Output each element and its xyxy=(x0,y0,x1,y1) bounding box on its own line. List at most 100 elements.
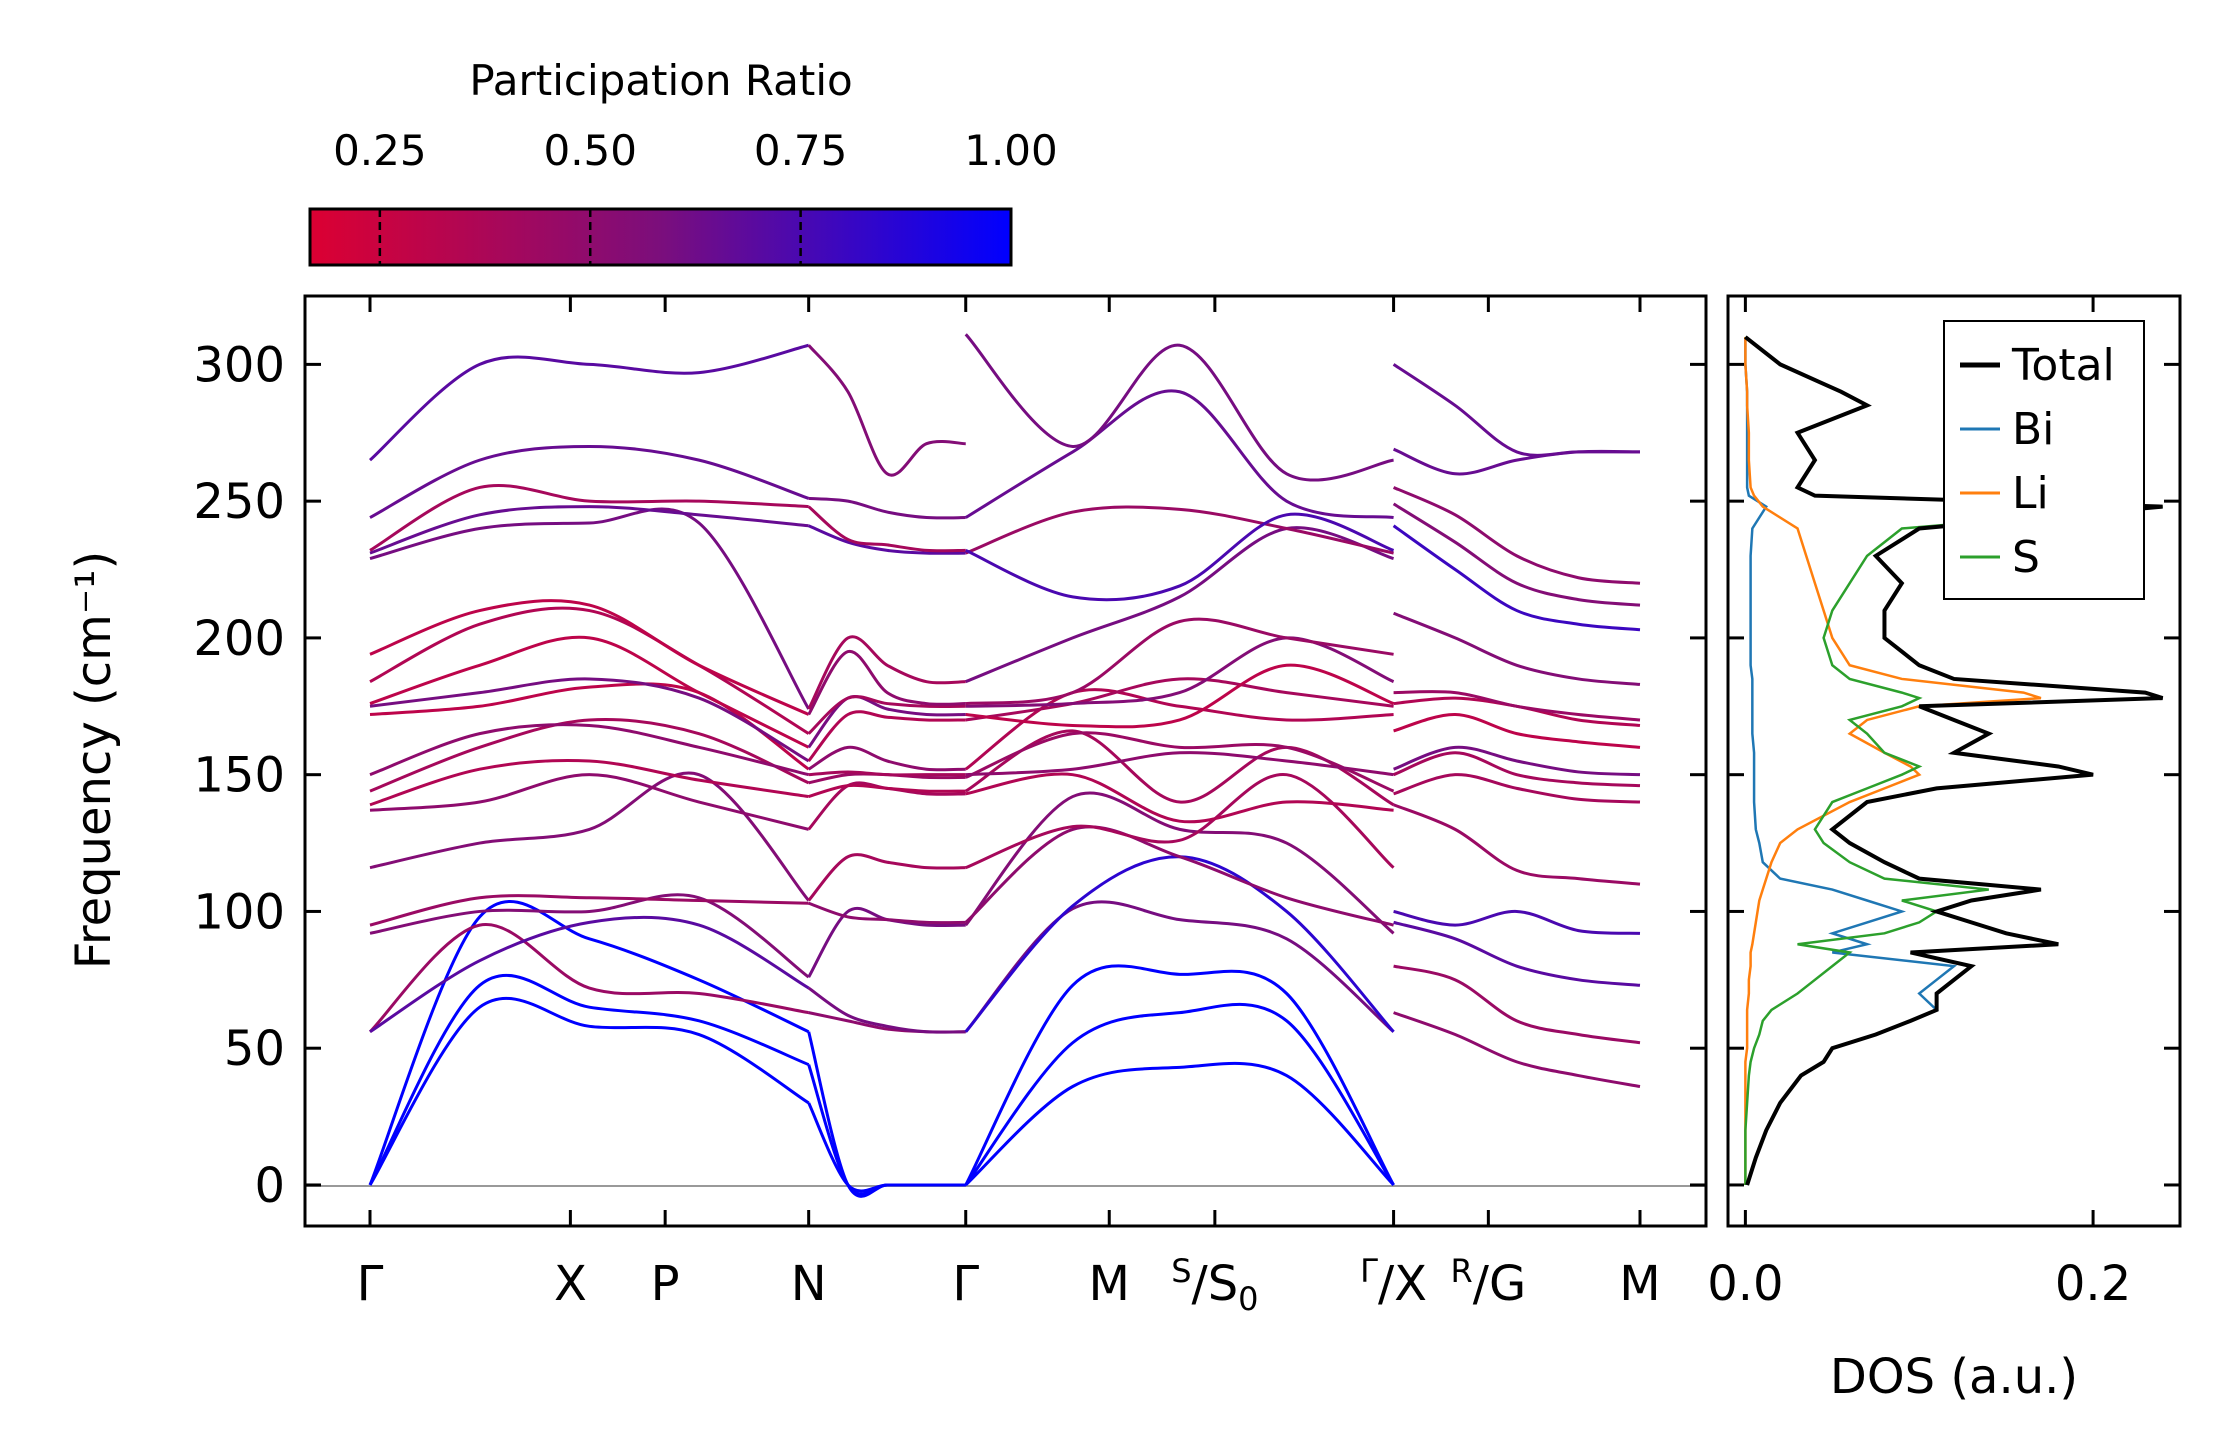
dos-x-tick-label: 0.0 xyxy=(1707,1256,1783,1312)
phonon-branch xyxy=(807,986,966,1034)
legend-label-s: S xyxy=(2012,532,2040,583)
phonon-branch xyxy=(369,677,810,763)
phonon-branch xyxy=(964,389,1394,520)
phonon-branch xyxy=(1393,712,1641,749)
phonon-branch xyxy=(965,505,1394,555)
band-x-tick-label: M xyxy=(1619,1256,1660,1312)
phonon-branch xyxy=(965,512,1395,602)
phonon-branch xyxy=(368,900,810,1186)
dos-x-axis-label: DOS (a.u.) xyxy=(1830,1349,2078,1405)
band-y-tick-label: 200 xyxy=(193,611,285,667)
phonon-branch xyxy=(964,688,1394,771)
phonon-branch xyxy=(1393,920,1641,987)
phonon-branch xyxy=(1393,909,1641,935)
phonon-branch xyxy=(807,344,966,477)
phonon-branch xyxy=(807,650,966,716)
band-y-tick-label: 100 xyxy=(193,884,285,940)
phonon-branch xyxy=(369,773,810,831)
phonon-branch xyxy=(369,894,809,927)
phonon-branch xyxy=(965,731,1395,793)
phonon-branch xyxy=(964,825,1394,927)
band-y-tick-label: 0 xyxy=(254,1158,285,1214)
phonon-branch xyxy=(965,636,1395,708)
phonon-branch xyxy=(964,1002,1395,1186)
phonon-branch xyxy=(964,900,1395,1033)
phonon-branch xyxy=(964,729,1395,807)
phonon-bands xyxy=(368,333,1641,1198)
band-x-tick-label: X xyxy=(554,1256,587,1312)
band-y-tick-label: 150 xyxy=(193,748,285,804)
phonon-branch xyxy=(807,635,966,710)
band-x-tick-label: P xyxy=(651,1256,680,1312)
phonon-branch xyxy=(807,745,966,772)
phonon-branch xyxy=(965,617,1394,706)
phonon-branch xyxy=(807,710,966,762)
phonon-branch xyxy=(369,606,810,735)
phonon-branch xyxy=(1393,696,1641,727)
colorbar: Participation Ratio 0.25 0.50 0.75 1.00 xyxy=(308,56,1058,267)
dos-curve-li xyxy=(1744,337,2042,1185)
phonon-branch xyxy=(369,682,810,771)
phonon-branch xyxy=(964,855,1395,1033)
band-x-tick-label: R/G xyxy=(1451,1252,1527,1312)
phonon-branch xyxy=(808,783,966,799)
dos-x-tick-label: 0.2 xyxy=(2055,1256,2131,1312)
dos-plot-frame xyxy=(1726,294,2182,1228)
phonon-branch xyxy=(369,717,810,793)
phonon-branch xyxy=(368,923,809,1033)
legend-label-total: Total xyxy=(2011,340,2115,391)
phonon-branch xyxy=(1393,690,1641,722)
legend-label-li: Li xyxy=(2012,468,2049,519)
band-plot-frame xyxy=(303,294,1708,1228)
phonon-branch xyxy=(369,507,810,710)
band-x-tick-label: Γ/X xyxy=(1360,1252,1427,1312)
phonon-branch xyxy=(965,526,1395,684)
phonon-branch xyxy=(1393,803,1641,886)
phonon-branch xyxy=(807,695,966,735)
phonon-branch xyxy=(369,635,810,749)
dos-legend: Total Bi Li S xyxy=(1943,320,2145,600)
band-y-tick-label: 250 xyxy=(193,474,285,530)
band-x-tick-label: Γ xyxy=(952,1256,979,1312)
band-y-tick-label: 50 xyxy=(224,1021,285,1077)
phonon-branch xyxy=(965,773,1395,870)
phonon-branch xyxy=(965,677,1394,722)
phonon-branch xyxy=(965,772,1394,824)
band-x-tick-label: S/S0 xyxy=(1171,1252,1258,1318)
colorbar-tick-label: 0.75 xyxy=(754,126,848,175)
phonon-branch xyxy=(1393,773,1641,804)
phonon-branch xyxy=(965,751,1394,777)
phonon-branch xyxy=(1393,745,1641,777)
band-y-axis-label: Frequency (cm⁻¹) xyxy=(66,551,122,969)
phonon-branch xyxy=(369,915,810,1034)
band-x-tick-label: N xyxy=(791,1256,827,1312)
phonon-branch xyxy=(369,723,810,777)
phonon-branch xyxy=(368,996,810,1186)
band-y-tick-label: 300 xyxy=(193,337,285,393)
phonon-branch xyxy=(808,1011,966,1034)
phonon-branch xyxy=(369,505,809,555)
phonon-branch xyxy=(964,964,1395,1186)
dos-axes: 0.0 0.2 xyxy=(1707,296,2180,1312)
phonon-branch xyxy=(1392,502,1641,607)
band-x-tick-label: M xyxy=(1089,1256,1130,1312)
phonon-branch xyxy=(807,853,966,902)
phonon-branch xyxy=(1393,964,1641,1045)
phonon-branch xyxy=(1392,486,1641,585)
phonon-branch xyxy=(1393,1011,1641,1088)
phonon-branch xyxy=(1393,751,1641,788)
colorbar-tick-label: 0.50 xyxy=(543,126,637,175)
phonon-branch xyxy=(369,758,809,807)
phonon-branch xyxy=(368,973,810,1186)
dos-curve-bi xyxy=(1744,337,1958,1186)
colorbar-tick-label: 1.00 xyxy=(964,126,1058,175)
colorbar-tick-label: 0.25 xyxy=(333,126,427,175)
phonon-branch xyxy=(964,1061,1395,1187)
phonon-branch xyxy=(964,333,1394,482)
dos-panel: 0.0 0.2 DOS (a.u.) Total Bi Li S xyxy=(1707,294,2182,1405)
phonon-branch xyxy=(807,695,966,749)
phonon-branch xyxy=(807,505,966,553)
phonon-branch xyxy=(807,1031,966,1198)
phonon-branch xyxy=(808,770,966,777)
